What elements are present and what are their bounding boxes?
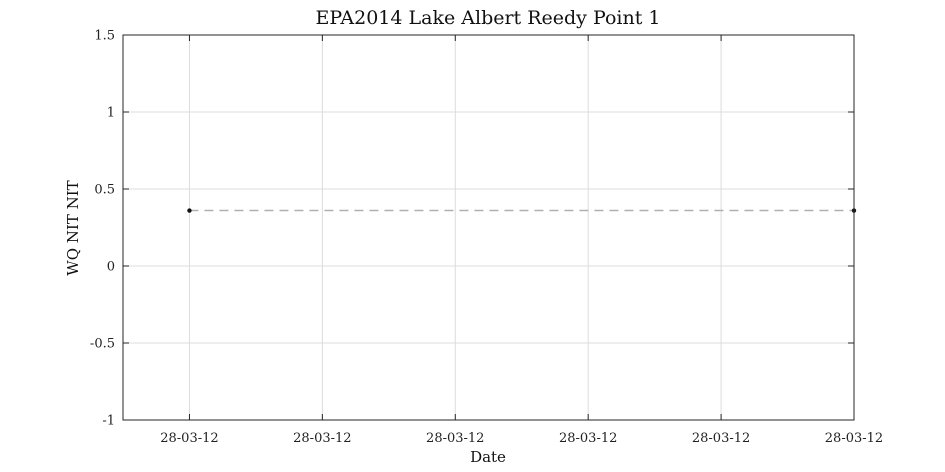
y-tick-label: 1 — [107, 106, 115, 121]
data-point — [187, 208, 192, 213]
x-tick-labels: 28-03-12 28-03-12 28-03-12 28-03-12 28-03-12… — [160, 431, 883, 446]
x-tick-label: 28-03-12 — [825, 431, 883, 446]
y-tick-labels: -1 -0.5 0 0.5 1 1.5 — [90, 29, 115, 429]
tick-marks — [123, 34, 855, 421]
x-tick-label: 28-03-12 — [692, 431, 750, 446]
y-tick-label: 0.5 — [94, 183, 115, 198]
y-tick-label: 1.5 — [94, 29, 115, 44]
y-tick-label: -0.5 — [90, 337, 115, 352]
x-axis-label: Date — [470, 448, 506, 466]
grid-lines — [123, 34, 855, 421]
x-tick-label: 28-03-12 — [426, 431, 484, 446]
y-axis-label: WQ NIT NIT — [64, 180, 82, 275]
plot-frame — [122, 34, 855, 421]
y-tick-label: 0 — [107, 260, 115, 275]
chart-title: EPA2014 Lake Albert Reedy Point 1 — [316, 7, 661, 29]
x-tick-label: 28-03-12 — [293, 431, 351, 446]
x-tick-label: 28-03-12 — [160, 431, 218, 446]
series-layer — [187, 208, 857, 213]
y-tick-label: -1 — [102, 414, 115, 429]
x-tick-label: 28-03-12 — [559, 431, 617, 446]
